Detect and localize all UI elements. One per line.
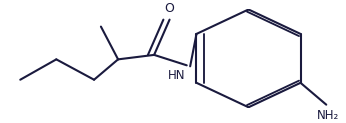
Text: NH₂: NH₂ xyxy=(317,109,339,122)
Text: O: O xyxy=(165,2,174,15)
Text: HN: HN xyxy=(167,69,185,82)
